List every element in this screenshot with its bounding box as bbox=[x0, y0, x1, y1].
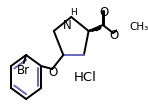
Text: CH₃: CH₃ bbox=[129, 22, 148, 32]
Text: H: H bbox=[70, 8, 77, 17]
Text: O: O bbox=[100, 6, 109, 19]
Text: N: N bbox=[63, 19, 72, 32]
Text: O: O bbox=[48, 66, 58, 79]
Text: Br: Br bbox=[17, 64, 30, 77]
Text: HCl: HCl bbox=[74, 71, 97, 84]
Text: O: O bbox=[109, 29, 119, 42]
